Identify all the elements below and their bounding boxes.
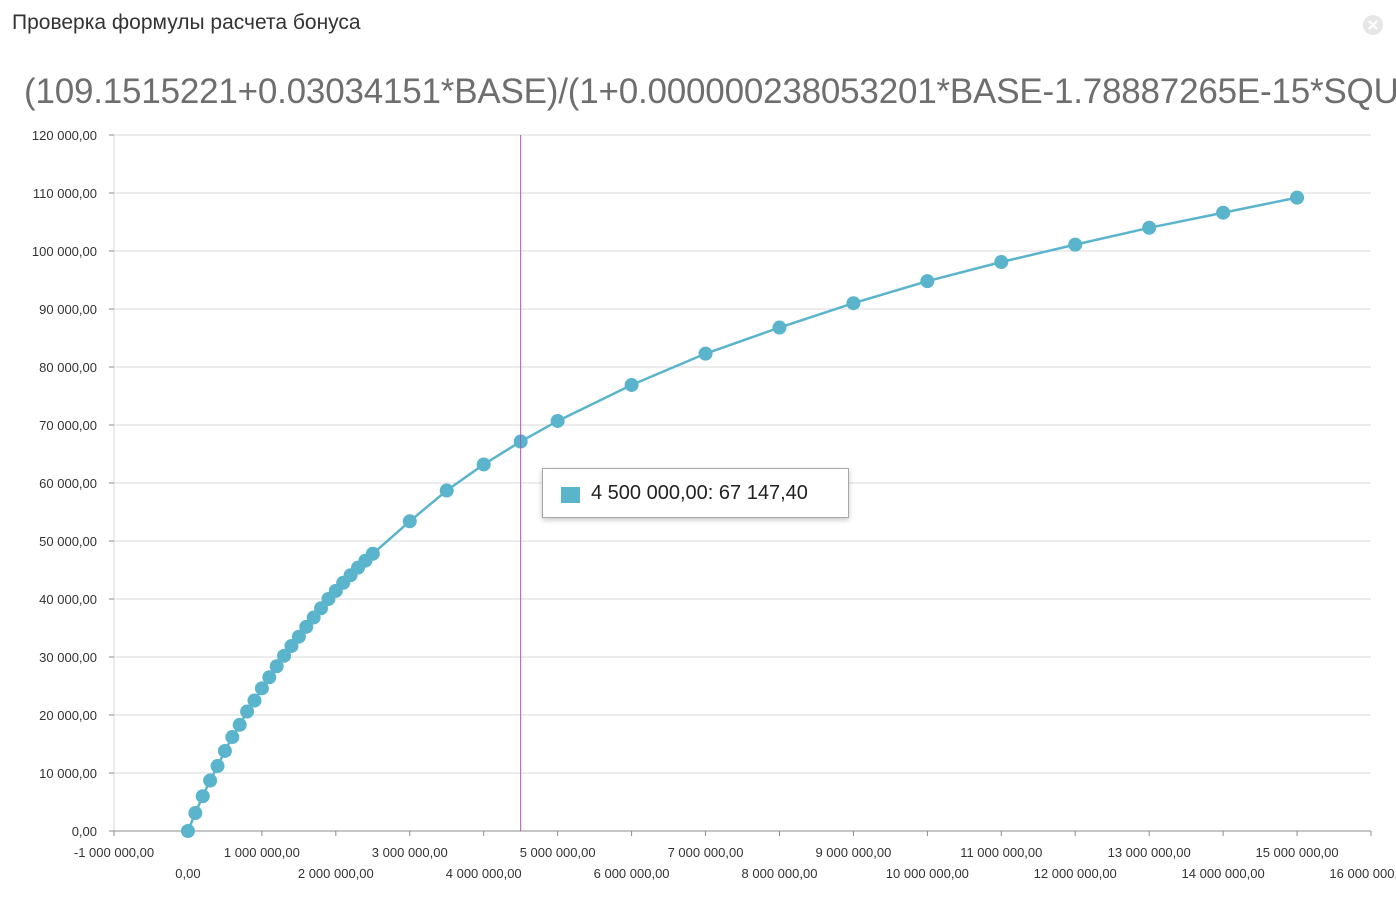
data-point	[550, 413, 565, 428]
data-point	[846, 296, 861, 311]
data-point	[247, 693, 262, 708]
y-tick-label: 80 000,00	[39, 360, 97, 375]
data-point	[254, 681, 269, 696]
data-point	[203, 773, 218, 788]
data-point	[217, 743, 232, 758]
y-tick-label: 30 000,00	[39, 650, 97, 665]
data-point	[1068, 237, 1083, 252]
series-swatch	[561, 487, 580, 503]
x-tick-label: 7 000 000,00	[668, 845, 744, 860]
y-tick-label: 100 000,00	[32, 244, 97, 259]
y-tick-label: 40 000,00	[39, 592, 97, 607]
x-tick-label: 14 000 000,00	[1182, 866, 1265, 881]
data-point	[188, 806, 203, 821]
data-point	[269, 659, 284, 674]
data-point	[262, 670, 277, 685]
x-tick-label: 16 000 000,00	[1329, 866, 1396, 881]
close-icon[interactable]	[1363, 15, 1383, 35]
y-tick-label: 60 000,00	[39, 476, 97, 491]
y-tick-label: 110 000,00	[33, 186, 97, 201]
x-tick-label: 0,00	[175, 866, 200, 881]
x-tick-label: 2 000 000,00	[298, 866, 374, 881]
data-point	[1142, 220, 1157, 235]
x-tick-label: 1 000 000,00	[224, 845, 300, 860]
y-tick-label: 10 000,00	[39, 766, 97, 781]
data-point	[225, 730, 240, 745]
x-tick-label: 4 000 000,00	[446, 866, 522, 881]
x-tick-label: 3 000 000,00	[372, 845, 448, 860]
x-tick-label: 10 000 000,00	[886, 866, 969, 881]
tooltip-text: 4 500 000,00: 67 147,40	[591, 482, 808, 504]
data-point	[402, 514, 417, 529]
x-tick-label: 5 000 000,00	[520, 845, 596, 860]
data-point	[232, 717, 247, 732]
x-tick-label: 13 000 000,00	[1108, 845, 1191, 860]
data-point	[772, 320, 787, 335]
data-point	[210, 759, 225, 774]
x-tick-label: 12 000 000,00	[1034, 866, 1117, 881]
data-point	[994, 255, 1009, 270]
y-tick-label: 20 000,00	[39, 708, 97, 723]
data-point	[439, 483, 454, 498]
data-point-tooltip: 4 500 000,00: 67 147,40	[542, 468, 849, 518]
x-tick-label: 9 000 000,00	[815, 845, 891, 860]
dialog-title: Проверка формулы расчета бонуса	[12, 11, 361, 34]
data-point	[240, 704, 255, 719]
data-point	[277, 648, 292, 663]
data-point	[1290, 190, 1305, 205]
chart-title: (109.1515221+0.03034151*BASE)/(1+0.00000…	[24, 72, 1396, 111]
x-tick-label: -1 000 000,00	[74, 845, 154, 860]
x-tick-label: 8 000 000,00	[742, 866, 818, 881]
data-point	[180, 824, 195, 838]
y-tick-label: 120 000,00	[32, 128, 97, 143]
data-point	[920, 274, 935, 289]
data-point	[1216, 205, 1231, 220]
y-tick-label: 0,00	[72, 824, 97, 839]
x-tick-label: 6 000 000,00	[594, 866, 670, 881]
data-point	[291, 629, 306, 644]
y-tick-label: 90 000,00	[39, 302, 97, 317]
data-point	[476, 457, 491, 472]
x-tick-label: 11 000 000,00	[960, 845, 1042, 860]
data-point	[624, 377, 639, 392]
y-tick-label: 50 000,00	[39, 534, 97, 549]
y-tick-label: 70 000,00	[39, 418, 97, 433]
x-tick-label: 15 000 000,00	[1255, 845, 1338, 860]
data-point	[698, 346, 713, 361]
data-point	[365, 546, 380, 561]
data-point	[195, 789, 210, 804]
